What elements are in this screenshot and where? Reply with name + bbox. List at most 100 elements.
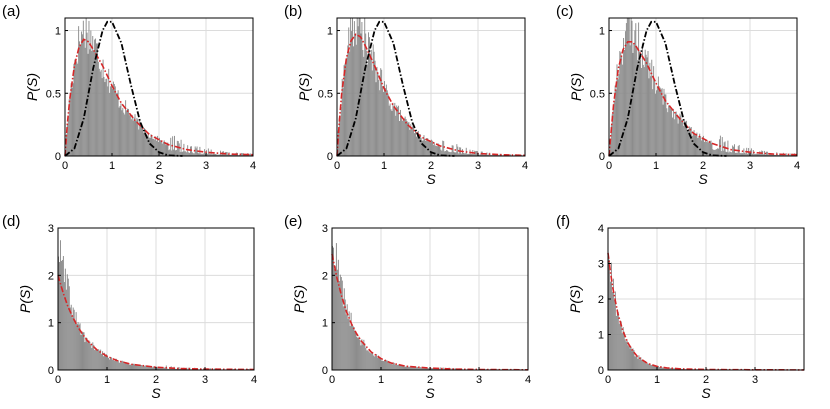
histogram-bar bbox=[92, 35, 94, 157]
histogram-bar bbox=[157, 135, 159, 156]
histogram-bar bbox=[79, 41, 81, 156]
histogram-bar bbox=[249, 153, 251, 156]
histogram-bar bbox=[419, 134, 421, 156]
histogram-bar bbox=[406, 121, 408, 156]
histogram-bar bbox=[356, 18, 358, 156]
y-tick-label: 0 bbox=[598, 365, 604, 377]
histogram-bar bbox=[675, 111, 677, 156]
histogram-bar bbox=[402, 120, 404, 156]
histogram-bar bbox=[434, 145, 436, 156]
histogram-bar bbox=[344, 299, 346, 370]
fitted-curve bbox=[57, 275, 255, 371]
histogram-bar bbox=[240, 152, 242, 156]
histogram-bar bbox=[93, 345, 95, 370]
histogram-bar bbox=[388, 105, 390, 156]
histogram-bar bbox=[431, 368, 433, 370]
panel-c: 0 1 2 3 4 0 0.5 1 (c) S P(S) bbox=[556, 3, 800, 187]
histogram-bar bbox=[357, 338, 359, 370]
histogram-bar bbox=[718, 139, 720, 156]
histogram-bar bbox=[138, 129, 140, 156]
histogram-bar bbox=[758, 153, 760, 156]
histogram-bar bbox=[402, 365, 404, 370]
histogram-bar bbox=[90, 30, 92, 156]
histogram-bar bbox=[690, 127, 692, 156]
histogram-bar bbox=[361, 339, 363, 370]
histogram-bar bbox=[630, 18, 632, 156]
histogram-bar bbox=[61, 259, 63, 370]
histogram-bar bbox=[341, 78, 343, 156]
histogram-bar bbox=[629, 348, 631, 370]
x-tick-label: 2 bbox=[153, 374, 159, 386]
histogram-bar bbox=[466, 153, 468, 156]
histogram-bar bbox=[407, 122, 409, 156]
histogram-bar bbox=[363, 56, 365, 156]
histogram-bar bbox=[672, 108, 674, 156]
histogram-bar bbox=[208, 153, 210, 156]
histogram-bar bbox=[377, 73, 379, 156]
histogram-bar bbox=[631, 20, 633, 156]
histogram-bar bbox=[667, 112, 669, 156]
histogram-bar bbox=[626, 340, 628, 370]
histogram-bar bbox=[404, 366, 406, 370]
x-axis-title: S bbox=[426, 171, 436, 187]
histogram-bar bbox=[233, 368, 235, 370]
histogram-bar bbox=[421, 140, 423, 156]
y-tick-label: 0 bbox=[322, 365, 328, 377]
histogram-bar bbox=[634, 30, 636, 156]
histogram-bar bbox=[103, 356, 105, 370]
histogram-bar bbox=[443, 141, 445, 156]
histogram-bar bbox=[153, 366, 155, 370]
histogram-bar bbox=[396, 105, 398, 156]
histogram-bar bbox=[145, 134, 147, 156]
histogram-bar bbox=[608, 259, 610, 370]
histogram-bar bbox=[337, 259, 339, 370]
histogram-bar bbox=[476, 150, 478, 156]
histogram-bar bbox=[455, 368, 457, 370]
histogram-bar bbox=[644, 362, 646, 370]
histogram-bar bbox=[219, 154, 221, 156]
histogram-bar bbox=[144, 129, 146, 156]
histogram-bar bbox=[91, 348, 93, 370]
histogram-bar bbox=[130, 119, 132, 156]
histogram-bar bbox=[638, 22, 640, 156]
histogram-bar bbox=[493, 154, 494, 156]
histogram-bar bbox=[454, 368, 456, 370]
histogram-bar bbox=[95, 38, 97, 156]
histogram-bar bbox=[247, 368, 249, 370]
x-tick-label: 1 bbox=[381, 160, 387, 172]
histogram-bar bbox=[90, 344, 92, 370]
x-tick-label: 3 bbox=[202, 374, 208, 386]
histogram-bar bbox=[623, 331, 625, 370]
histogram-bar bbox=[713, 149, 715, 156]
histogram-bar bbox=[641, 359, 643, 370]
histogram-bar bbox=[80, 31, 82, 156]
histogram-bar bbox=[610, 262, 612, 370]
histogram-bar bbox=[71, 88, 73, 156]
histogram-bar bbox=[184, 151, 186, 156]
histogram-bar bbox=[111, 359, 113, 370]
histogram-bar bbox=[113, 360, 115, 370]
histogram-bar bbox=[149, 138, 151, 156]
panel-label: (f) bbox=[556, 213, 570, 230]
histogram-bar bbox=[74, 59, 76, 157]
histogram bbox=[65, 18, 253, 157]
histogram-bar bbox=[424, 367, 426, 370]
histogram-bar bbox=[396, 364, 398, 370]
histogram-bar bbox=[83, 332, 85, 370]
histogram-bar bbox=[434, 368, 436, 370]
histogram-bar bbox=[148, 365, 150, 370]
y-tick-label: 0 bbox=[55, 151, 61, 163]
y-axis-title: P(S) bbox=[567, 285, 583, 313]
histogram-bar bbox=[632, 348, 634, 370]
histogram-bar bbox=[768, 154, 770, 156]
histogram-bar bbox=[181, 152, 183, 156]
histogram-bar bbox=[704, 139, 706, 156]
histogram-bar bbox=[165, 145, 167, 156]
histogram-bar bbox=[744, 152, 746, 156]
histogram-bar bbox=[495, 154, 497, 156]
histogram-bar bbox=[118, 362, 120, 370]
histogram-bar bbox=[750, 148, 752, 156]
histogram-bar bbox=[336, 269, 338, 370]
histogram-bar bbox=[662, 367, 664, 370]
histogram-bar bbox=[359, 18, 361, 156]
